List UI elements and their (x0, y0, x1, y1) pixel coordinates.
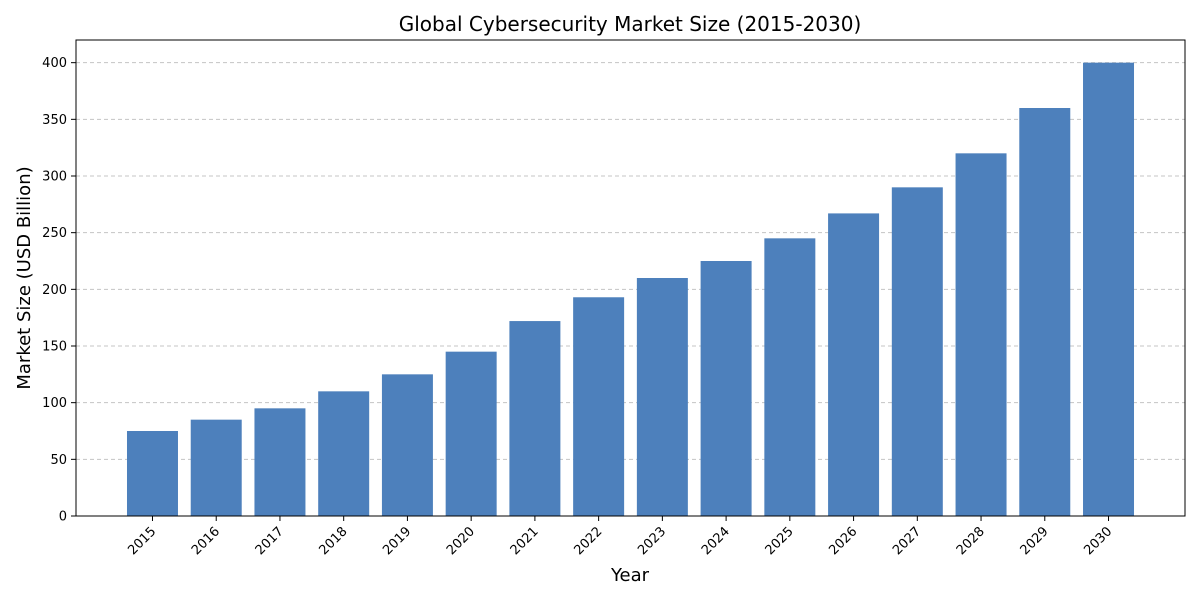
bar-2017 (254, 408, 306, 516)
y-tick-label: 350 (42, 113, 67, 128)
x-tick-label: 2024 (699, 524, 733, 558)
x-tick-label: 2029 (1018, 524, 1052, 558)
x-tick-label: 2022 (571, 524, 605, 558)
x-axis-label: Year (610, 565, 650, 586)
y-tick-label: 300 (42, 170, 67, 185)
x-tick-label: 2027 (890, 524, 924, 558)
x-tick-label: 2017 (253, 524, 287, 558)
bar-2025 (764, 238, 816, 517)
bar-2020 (445, 351, 497, 516)
bar-2027 (891, 187, 943, 517)
x-tick-label: 2026 (826, 524, 860, 558)
bar-2022 (573, 297, 625, 516)
x-tick-label: 2030 (1081, 524, 1115, 558)
x-tick-label: 2020 (444, 524, 478, 558)
x-tick-label: 2021 (508, 524, 542, 558)
grid (76, 62, 1185, 460)
bar-2028 (955, 153, 1007, 517)
y-tick-label: 0 (59, 510, 67, 525)
bar-2026 (828, 213, 880, 516)
y-tick-label: 50 (50, 453, 67, 468)
bar-2016 (190, 419, 242, 516)
bar-2015 (126, 431, 178, 516)
x-axis: 2015 2016 2017 2018 2019 2020 2021 2022 2023 2024… (125, 516, 1115, 558)
x-tick-label: 2023 (635, 524, 669, 558)
y-tick-label: 250 (42, 226, 67, 241)
bar-2029 (1019, 108, 1071, 516)
bars (126, 62, 1135, 517)
y-tick-label: 150 (42, 340, 67, 355)
bar-2019 (381, 374, 433, 516)
x-tick-label: 2028 (954, 524, 988, 558)
bar-2023 (636, 278, 688, 516)
x-tick-label: 2015 (125, 524, 159, 558)
x-tick-label: 2018 (317, 524, 351, 558)
x-tick-label: 2025 (763, 524, 797, 558)
bar-2018 (318, 391, 370, 516)
y-axis-label: Market Size (USD Billion) (14, 166, 35, 389)
y-tick-label: 400 (42, 56, 67, 71)
y-tick-label: 200 (42, 283, 67, 298)
plot-frame (75, 39, 1186, 517)
x-tick-label: 2016 (189, 524, 223, 558)
chart-title: Global Cybersecurity Market Size (2015-2… (399, 12, 862, 36)
bar-2024 (700, 261, 752, 516)
x-tick-label: 2019 (380, 524, 414, 558)
bar-2030 (1083, 62, 1135, 517)
y-axis: 0 50 100 150 200 250 300 350 400 (42, 56, 76, 525)
y-tick-label: 100 (42, 396, 67, 411)
bar-2021 (509, 321, 561, 516)
